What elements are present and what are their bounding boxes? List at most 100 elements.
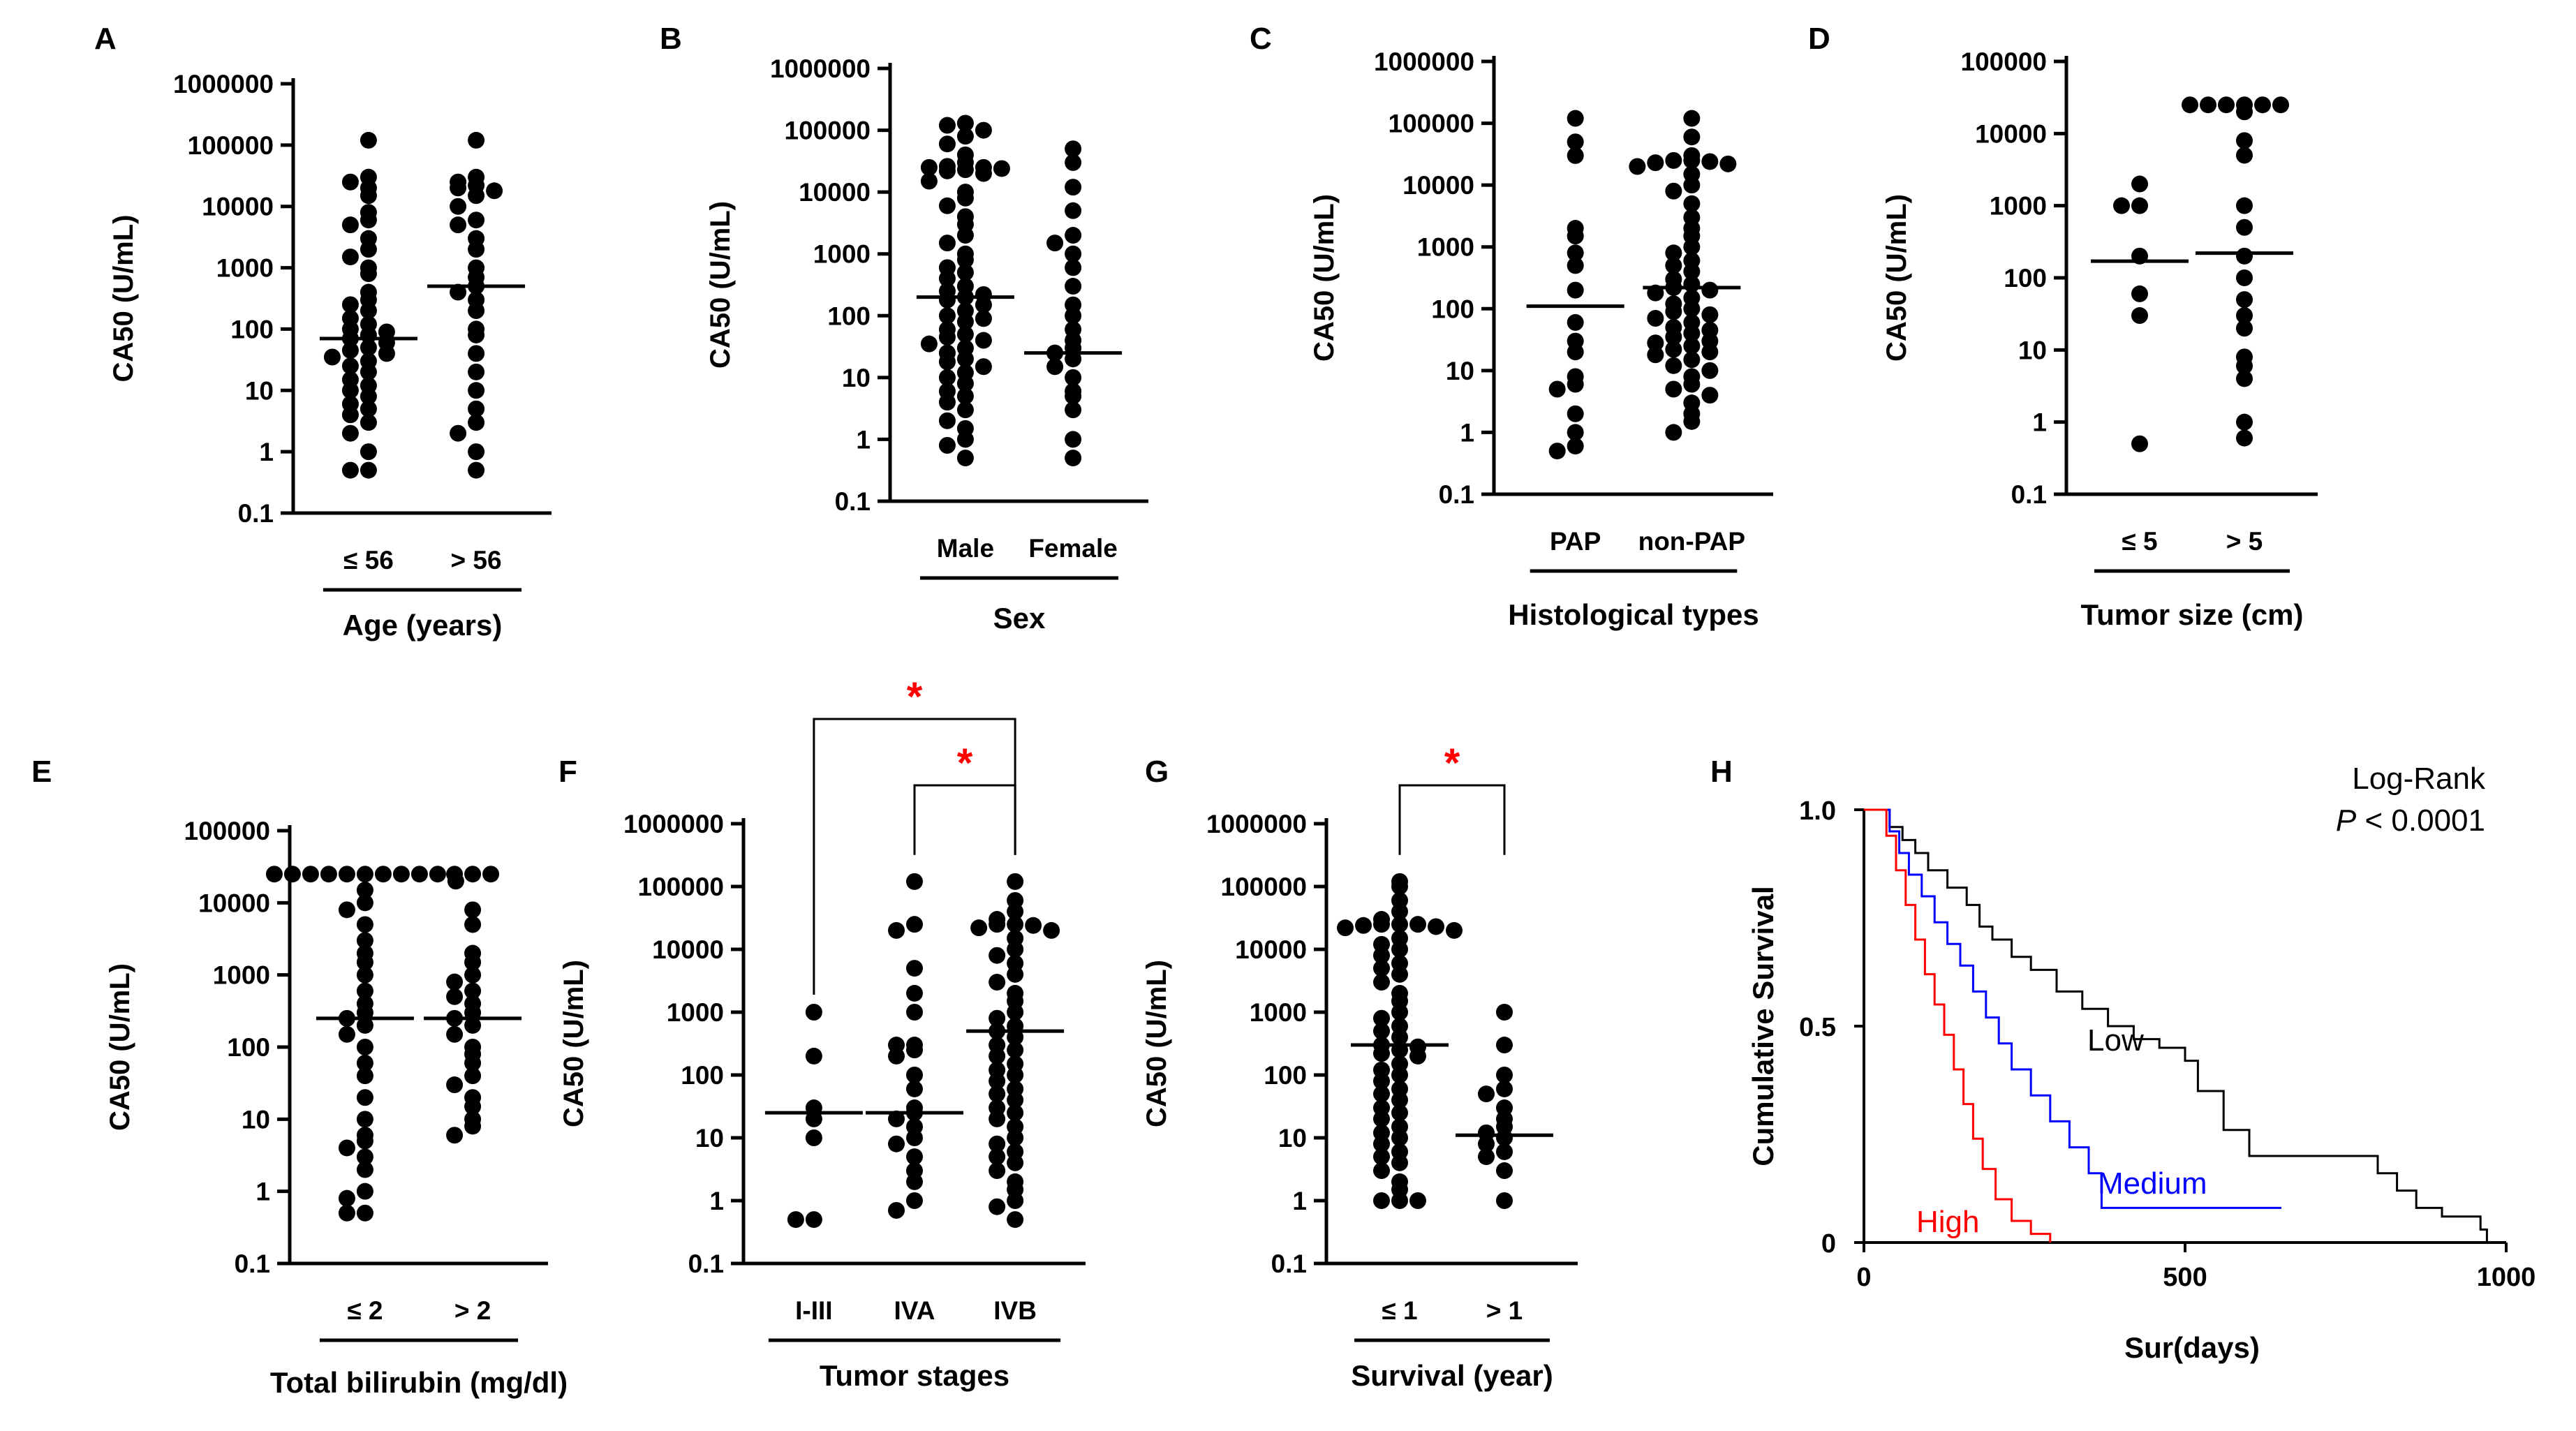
data-point [360, 339, 377, 356]
data-point [446, 1025, 464, 1043]
x-axis-title: Survival (year) [1351, 1359, 1553, 1392]
data-point [805, 1004, 822, 1021]
data-point [2113, 197, 2130, 214]
panel-label: D [1808, 22, 1830, 56]
data-point [450, 179, 467, 197]
data-point [938, 117, 956, 134]
data-point [446, 866, 464, 883]
x-tick-label: 500 [2163, 1263, 2207, 1292]
data-point [1391, 1091, 1408, 1109]
y-tick-label: 100 [1431, 295, 1474, 323]
data-point [468, 326, 485, 343]
data-point [360, 302, 377, 319]
data-point [2236, 320, 2253, 337]
significance-bracket [913, 784, 1016, 855]
data-point [360, 400, 377, 417]
data-point [1665, 244, 1682, 262]
data-point [906, 1004, 923, 1021]
data-point [956, 387, 974, 405]
data-point [1496, 1080, 1513, 1097]
y-tick-label: 10 [242, 1105, 270, 1134]
data-point [906, 916, 923, 933]
data-point [956, 401, 974, 419]
panel-label: B [660, 22, 682, 56]
data-point [1567, 133, 1584, 151]
data-point [341, 461, 359, 479]
data-point [956, 251, 974, 269]
x-tick-label: Male [937, 534, 994, 563]
y-tick-label: 0.1 [688, 1250, 724, 1278]
data-point [468, 461, 485, 479]
data-point [1665, 151, 1682, 169]
data-point [2236, 429, 2253, 447]
data-point [360, 461, 377, 479]
data-point [805, 1129, 822, 1146]
data-point [1046, 235, 1064, 252]
data-point [360, 387, 377, 405]
data-point [1391, 916, 1408, 933]
p-value-annotation: P < 0.0001 [2336, 803, 2485, 838]
data-point [1391, 878, 1408, 895]
data-point [1007, 1067, 1024, 1083]
y-tick-label: 10 [2018, 336, 2047, 364]
y-tick-label: 1.0 [1799, 796, 1836, 826]
data-point [1683, 376, 1701, 393]
data-point [468, 363, 485, 380]
data-point [2131, 435, 2148, 452]
data-point [1391, 965, 1408, 983]
data-point [888, 921, 905, 939]
y-tick-label: 1000000 [1374, 47, 1474, 76]
data-point [320, 866, 337, 883]
data-point [2236, 269, 2253, 286]
y-tick-label: 100 [2004, 264, 2047, 292]
data-point [1665, 328, 1682, 346]
data-point [341, 406, 359, 424]
data-point [341, 341, 359, 359]
data-point [956, 350, 974, 368]
series-label-medium: Medium [2098, 1166, 2207, 1201]
data-point [356, 1161, 373, 1178]
data-point [906, 984, 923, 1002]
y-tick-label: 1000000 [1206, 810, 1307, 838]
data-point [450, 424, 467, 442]
km-curve-medium [1864, 808, 2281, 1209]
data-point [1478, 1135, 1495, 1152]
data-point [1683, 413, 1701, 430]
y-tick-label: 0.1 [835, 487, 871, 516]
data-point [805, 1047, 822, 1065]
data-point [1701, 153, 1719, 170]
data-point [1409, 1192, 1426, 1209]
data-point [1567, 257, 1584, 274]
data-point [956, 114, 974, 132]
y-tick-label: 1000 [813, 240, 871, 269]
data-point [302, 866, 319, 883]
data-point [1065, 202, 1082, 219]
y-tick-label: 0.1 [238, 499, 274, 528]
data-point [468, 443, 485, 461]
y-axis-title: CA50 (U/mL) [705, 201, 736, 369]
data-point [2236, 218, 2253, 236]
data-point [938, 269, 956, 287]
x-tick-label: ≤ 56 [343, 546, 394, 574]
data-point [1065, 387, 1082, 405]
data-point [1065, 401, 1082, 419]
panel-label: G [1145, 755, 1169, 789]
data-point [989, 1198, 1006, 1215]
data-point [1567, 228, 1584, 245]
panel-label: F [558, 755, 577, 789]
data-point [1683, 300, 1701, 318]
y-tick-label: 10000 [202, 193, 274, 221]
data-point [482, 866, 500, 883]
data-point [360, 212, 377, 229]
data-point [1373, 1085, 1390, 1103]
data-point [468, 187, 485, 205]
y-tick-label: 10000 [799, 178, 871, 207]
significance-asterisk: * [907, 674, 923, 720]
data-point [938, 329, 956, 346]
data-point [1007, 1211, 1024, 1229]
data-point [464, 954, 482, 971]
data-point [1478, 1148, 1495, 1166]
data-point [338, 1025, 355, 1043]
data-point [989, 1148, 1006, 1166]
y-axis-title: CA50 (U/mL) [1309, 194, 1340, 362]
